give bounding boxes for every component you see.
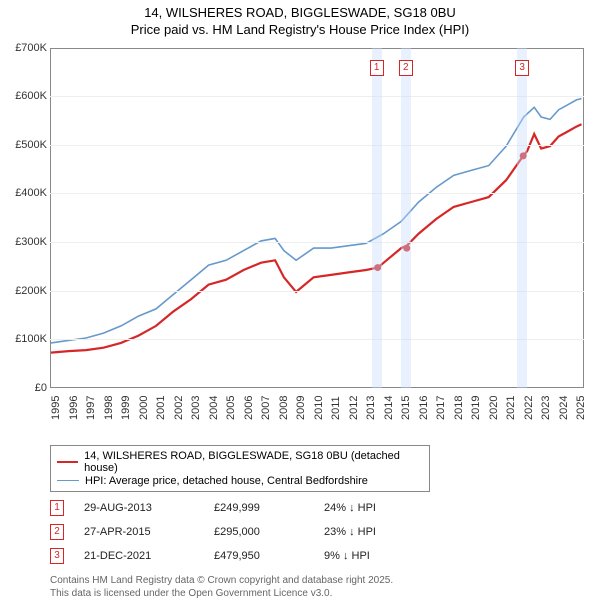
- legend-row: 14, WILSHERES ROAD, BIGGLESWADE, SG18 0B…: [57, 450, 423, 474]
- legend-swatch: [57, 480, 79, 481]
- chart-container: 14, WILSHERES ROAD, BIGGLESWADE, SG18 0B…: [0, 0, 600, 590]
- y-gridline: [50, 193, 584, 194]
- x-tick-label: 1999: [120, 395, 125, 419]
- marker-band: [401, 48, 411, 388]
- y-gridline: [50, 291, 584, 292]
- x-tick-label: 1995: [50, 395, 55, 419]
- x-tick-label: 2021: [505, 395, 510, 419]
- x-tick-label: 2019: [470, 395, 475, 419]
- x-tick-label: 2004: [208, 395, 213, 419]
- legend-swatch: [57, 461, 78, 463]
- x-tick-label: 1997: [85, 395, 90, 419]
- data-row-marker: 1: [50, 500, 64, 516]
- x-tick-label: 2011: [330, 396, 335, 420]
- y-gridline: [50, 339, 584, 340]
- marker-band: [372, 48, 382, 388]
- y-tick-label: £300K: [15, 236, 47, 248]
- x-tick-label: 2000: [138, 395, 143, 419]
- data-row: 2 27-APR-2015£295,00023% ↓ HPI: [50, 524, 592, 540]
- data-row-hpi: 23% ↓ HPI: [324, 526, 434, 538]
- x-tick-label: 2008: [278, 395, 283, 419]
- data-row: 1 29-AUG-2013£249,99924% ↓ HPI: [50, 500, 592, 516]
- y-gridline: [50, 96, 584, 97]
- legend-label: HPI: Average price, detached house, Cent…: [85, 475, 368, 487]
- x-tick-label: 2024: [558, 395, 563, 419]
- x-tick-label: 1998: [103, 395, 108, 419]
- y-tick-label: £600K: [15, 90, 47, 102]
- data-row-price: £479,950: [214, 550, 324, 562]
- chart-title: 14, WILSHERES ROAD, BIGGLESWADE, SG18 0B…: [8, 5, 592, 39]
- y-tick-label: £400K: [15, 187, 47, 199]
- series-price_paid: [51, 124, 582, 352]
- y-tick-label: £700K: [15, 42, 47, 54]
- data-row-price: £295,000: [214, 526, 324, 538]
- x-tick-label: 2005: [225, 395, 230, 419]
- data-table: 1 29-AUG-2013£249,99924% ↓ HPI 2 27-APR-201…: [8, 500, 592, 564]
- y-gridline: [50, 145, 584, 146]
- data-row-hpi: 9% ↓ HPI: [324, 550, 434, 562]
- data-row-marker: 2: [50, 524, 64, 540]
- data-row-date: 27-APR-2015: [84, 526, 214, 538]
- x-tick-label: 2016: [418, 395, 423, 419]
- title-line1: 14, WILSHERES ROAD, BIGGLESWADE, SG18 0B…: [8, 5, 592, 22]
- title-line2: Price paid vs. HM Land Registry's House …: [8, 22, 592, 39]
- x-tick-label: 2023: [540, 395, 545, 419]
- y-tick-label: £100K: [15, 333, 47, 345]
- legend-label: 14, WILSHERES ROAD, BIGGLESWADE, SG18 0B…: [84, 450, 423, 474]
- x-tick-label: 2020: [488, 395, 493, 419]
- chart-area: £0 £100K £200K £300K £400K £500K £600K £700K 199…: [8, 43, 592, 443]
- x-tick-label: 2003: [190, 395, 195, 419]
- x-tick-label: 2018: [453, 395, 458, 419]
- marker-band: [517, 48, 527, 388]
- y-tick-label: £200K: [15, 285, 47, 297]
- data-row-date: 29-AUG-2013: [84, 502, 214, 514]
- series-hpi: [51, 98, 582, 342]
- y-gridline: [50, 242, 584, 243]
- data-row: 3 21-DEC-2021£479,9509% ↓ HPI: [50, 548, 592, 564]
- x-tick-label: 2012: [348, 395, 353, 419]
- x-tick-label: 2015: [400, 395, 405, 419]
- footer-line1: Contains HM Land Registry data © Crown c…: [50, 574, 592, 587]
- data-row-hpi: 24% ↓ HPI: [324, 502, 434, 514]
- x-tick-label: 1996: [68, 395, 73, 419]
- x-tick-label: 2002: [173, 395, 178, 419]
- footer: Contains HM Land Registry data © Crown c…: [50, 574, 592, 600]
- x-tick-label: 2022: [523, 395, 528, 419]
- x-tick-label: 2009: [295, 395, 300, 419]
- x-tick-label: 2013: [365, 395, 370, 419]
- x-tick-label: 2006: [243, 395, 248, 419]
- footer-line2: This data is licensed under the Open Gov…: [50, 587, 592, 600]
- marker-label: 2: [399, 60, 413, 76]
- x-tick-label: 2014: [383, 395, 388, 419]
- x-tick-label: 2025: [575, 395, 580, 419]
- x-tick-label: 2010: [313, 395, 318, 419]
- line-series: [51, 49, 585, 389]
- x-tick-label: 2007: [260, 395, 265, 419]
- marker-label: 1: [370, 60, 384, 76]
- data-row-marker: 3: [50, 548, 64, 564]
- y-tick-label: £500K: [15, 139, 47, 151]
- data-row-date: 21-DEC-2021: [84, 550, 214, 562]
- plot-area: [50, 48, 584, 388]
- marker-label: 3: [515, 60, 529, 76]
- data-row-price: £249,999: [214, 502, 324, 514]
- x-tick-label: 2017: [435, 395, 440, 419]
- legend: 14, WILSHERES ROAD, BIGGLESWADE, SG18 0B…: [50, 445, 430, 492]
- x-tick-label: 2001: [155, 395, 160, 419]
- y-tick-label: £0: [35, 382, 47, 394]
- legend-row: HPI: Average price, detached house, Cent…: [57, 475, 423, 487]
